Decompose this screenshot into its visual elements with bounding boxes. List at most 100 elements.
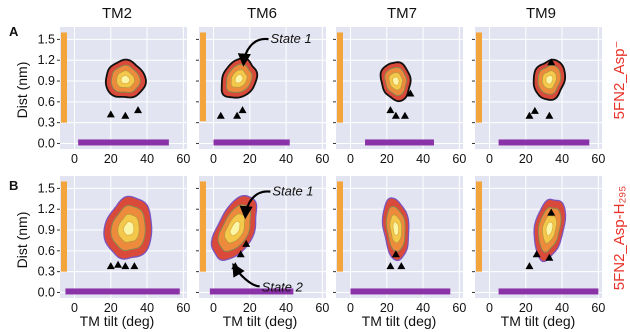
triangle-marker <box>406 89 415 97</box>
x-tick-label: 20 <box>380 301 394 315</box>
row-label-b: B <box>9 178 18 193</box>
panel-a-tm9: 0 20 40 60 <box>472 27 605 166</box>
y-tick-label: 0.0 <box>38 136 55 150</box>
annotation-state-2: State 2 <box>232 263 304 294</box>
x-axis-title-tm7: TM tilt (deg) <box>362 313 437 329</box>
x-tick-label: 40 <box>140 301 154 315</box>
contour-core <box>120 74 131 85</box>
triangle-marker <box>545 253 554 261</box>
annotation-label: State 1 <box>271 31 312 46</box>
triangle-marker <box>391 111 400 119</box>
triangle-marker <box>236 250 245 258</box>
x-axis-title-tm6: TM tilt (deg) <box>223 313 298 329</box>
y-tick-label: 1.2 <box>38 53 55 67</box>
triangle-marker <box>547 58 556 66</box>
x-tick-label: 40 <box>555 301 569 315</box>
triangle-marker <box>121 262 130 270</box>
y-tick-label: 0.9 <box>38 74 55 88</box>
y-marginal-bar <box>476 32 482 123</box>
panel-a-tm6: 0 20 40 60 <box>196 27 329 166</box>
x-axis-title-tm9: TM tilt (deg) <box>501 313 576 329</box>
annotation-label: State 1 <box>272 184 313 199</box>
triangle-marker <box>216 111 225 119</box>
x-marginal-bar <box>209 288 294 295</box>
x-tick-label: 20 <box>104 152 118 166</box>
y-marginal-bar <box>337 181 343 272</box>
x-tick-label: 0 <box>210 301 217 315</box>
x-tick-label: 40 <box>140 152 154 166</box>
contour-core <box>122 221 135 236</box>
annotation-arrow <box>237 38 269 67</box>
x-tick-label: 60 <box>452 152 466 166</box>
contour-core <box>545 74 554 85</box>
y-tick-label: 0.3 <box>38 116 55 130</box>
panel-a-tm2: 0.0 0.3 0.6 0.9 1.2 1.5 0 20 40 60 <box>38 27 190 166</box>
triangle-marker <box>386 262 395 270</box>
panel-b-tm7: 0 20 40 60 <box>333 176 466 315</box>
y-tick-label: 0.6 <box>38 244 55 258</box>
x-tick-label: 0 <box>210 152 217 166</box>
x-tick-label: 0 <box>347 152 354 166</box>
side-label-asp: 5FN2_Asp⁻ <box>611 41 628 120</box>
y-tick-label: 0.3 <box>38 265 55 279</box>
y-axis-title-b: Dist (nm) <box>14 212 30 269</box>
triangle-marker <box>242 239 251 247</box>
x-tick-label: 20 <box>243 301 257 315</box>
y-marginal-bar <box>337 32 343 123</box>
y-marginal-bar <box>200 32 206 122</box>
y-axis-title-a: Dist (nm) <box>14 62 30 119</box>
contour-core <box>234 74 244 84</box>
triangle-marker <box>106 262 115 270</box>
triangle-marker <box>391 250 400 258</box>
contour-core <box>229 221 241 236</box>
x-tick-label: 40 <box>279 152 293 166</box>
y-marginal-bar <box>476 181 482 272</box>
triangle-marker <box>121 111 130 119</box>
column-title-tm9: TM9 <box>526 5 556 22</box>
y-tick-label: 0.6 <box>38 95 55 109</box>
annotation-arrow <box>232 263 260 288</box>
y-tick-label: 1.5 <box>38 181 55 195</box>
x-tick-label: 60 <box>176 301 190 315</box>
x-tick-label: 60 <box>315 152 329 166</box>
contour-core <box>392 76 400 86</box>
x-marginal-bar <box>350 288 451 295</box>
x-tick-label: 0 <box>486 301 493 315</box>
triangle-marker <box>530 106 539 114</box>
side-label-asp-h295: 5FN2_Asp-H₂₉₅ <box>611 186 628 291</box>
panel-a-tm7: 0 20 40 60 <box>333 27 466 166</box>
contour-core <box>392 221 400 236</box>
triangle-marker <box>106 110 115 118</box>
triangle-marker <box>130 262 139 270</box>
x-marginal-bar <box>498 288 599 295</box>
x-tick-label: 60 <box>591 301 605 315</box>
x-marginal-bar <box>498 139 590 146</box>
x-tick-label: 0 <box>71 301 78 315</box>
x-tick-label: 20 <box>519 152 533 166</box>
y-tick-label: 0.0 <box>38 285 55 299</box>
triangle-marker <box>233 111 242 119</box>
triangle-marker <box>397 262 406 270</box>
triangle-marker <box>114 260 123 268</box>
annotation-label: State 2 <box>262 279 304 294</box>
annotation-state-1: State 1 <box>237 31 312 67</box>
x-tick-label: 40 <box>416 152 430 166</box>
x-tick-label: 40 <box>279 301 293 315</box>
y-tick-label: 1.5 <box>38 32 55 46</box>
y-marginal-bar <box>200 181 206 272</box>
x-tick-label: 40 <box>416 301 430 315</box>
column-title-tm7: TM7 <box>387 5 417 22</box>
x-tick-label: 20 <box>243 152 257 166</box>
x-tick-label: 0 <box>347 301 354 315</box>
column-title-tm6: TM6 <box>247 5 277 22</box>
x-marginal-bar <box>213 139 290 146</box>
x-tick-label: 60 <box>452 301 466 315</box>
x-tick-label: 20 <box>380 152 394 166</box>
panel-b-tm2: 0.0 0.3 0.6 0.9 1.2 1.5 0 20 40 60 <box>38 176 190 315</box>
x-tick-label: 60 <box>315 301 329 315</box>
column-title-tm2: TM2 <box>102 5 132 22</box>
annotation-state-1: State 1 <box>239 184 314 220</box>
x-tick-label: 20 <box>519 301 533 315</box>
triangle-marker <box>545 111 554 119</box>
